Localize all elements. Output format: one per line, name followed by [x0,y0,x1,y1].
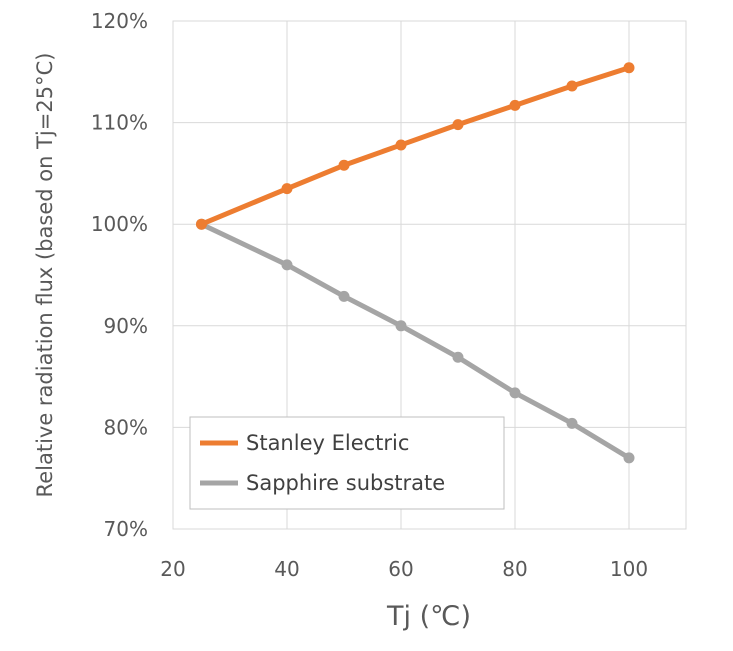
y-tick-label: 70% [104,517,148,541]
series-line-stanley-electric [199,65,632,227]
y-tick-label: 110% [91,111,148,135]
data-point-sapphire-substrate [281,259,293,271]
y-tick-label: 80% [104,415,148,439]
x-axis-ticks: 20 40 60 80 100 [160,557,648,581]
legend: Stanley Electric Sapphire substrate [189,416,505,510]
legend-box [189,416,505,510]
data-point-stanley-electric [395,139,407,151]
series-line-sapphire-substrate [199,221,632,461]
x-tick-label: 80 [502,557,527,581]
legend-label-sapphire-substrate: Sapphire substrate [246,471,445,495]
x-tick-label: 40 [274,557,299,581]
data-point-sapphire-substrate [452,351,464,363]
y-tick-label: 90% [104,314,148,338]
data-point-stanley-electric [281,183,293,195]
data-point-sapphire-substrate [623,452,635,464]
data-point-stanley-electric [623,62,635,74]
legend-label-stanley-electric: Stanley Electric [246,431,409,455]
data-point-stanley-electric [566,80,578,92]
x-tick-label: 60 [388,557,413,581]
data-point-sapphire-substrate [395,320,407,332]
data-point-stanley-electric [338,159,350,171]
data-point-sapphire-substrate [566,417,578,429]
x-axis-title: Tj (℃) [386,601,471,632]
x-tick-label: 100 [610,557,648,581]
data-point-stanley-electric [452,119,464,131]
x-tick-label: 20 [160,557,185,581]
y-axis-ticks: 70% 80% 90% 100% 110% 120% [91,9,148,541]
series-layer [196,62,635,464]
y-tick-label: 100% [91,212,148,236]
data-point-sapphire-substrate [338,290,350,302]
data-point-stanley-electric [196,218,207,230]
data-point-stanley-electric [509,99,521,111]
y-axis-title: Relative radiation flux (based on Tj=25°… [33,53,57,498]
data-point-sapphire-substrate [509,387,521,399]
y-tick-label: 120% [91,9,148,33]
